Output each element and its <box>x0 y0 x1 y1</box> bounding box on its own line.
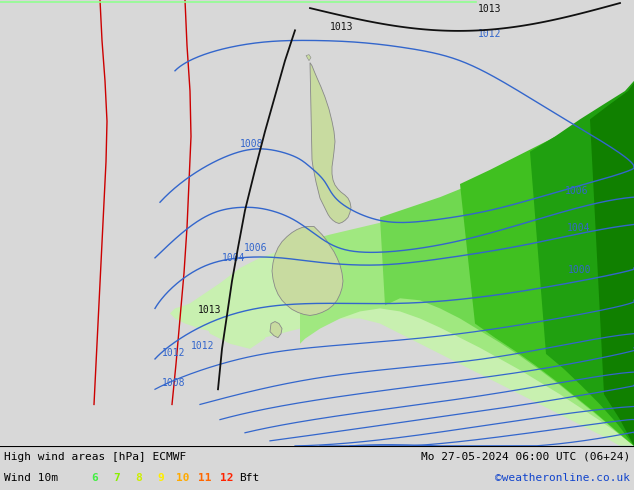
Text: High wind areas [hPa] ECMWF: High wind areas [hPa] ECMWF <box>4 452 186 462</box>
Text: 1013: 1013 <box>198 305 221 316</box>
Text: 1004: 1004 <box>222 253 245 263</box>
Text: 1012: 1012 <box>162 348 186 358</box>
Text: 10: 10 <box>176 473 190 483</box>
Polygon shape <box>460 96 634 446</box>
Text: Mo 27-05-2024 06:00 UTC (06+24): Mo 27-05-2024 06:00 UTC (06+24) <box>421 452 630 462</box>
Text: Wind 10m: Wind 10m <box>4 473 58 483</box>
Text: 1004: 1004 <box>567 222 590 233</box>
Polygon shape <box>200 288 270 349</box>
Text: 1012: 1012 <box>190 341 214 351</box>
Text: 1006: 1006 <box>564 186 588 196</box>
Text: 1012: 1012 <box>478 29 501 39</box>
Polygon shape <box>590 83 634 446</box>
Text: 1013: 1013 <box>478 4 501 14</box>
Polygon shape <box>272 226 343 316</box>
Polygon shape <box>310 63 351 223</box>
Polygon shape <box>380 109 634 446</box>
Polygon shape <box>170 147 634 446</box>
Text: 11: 11 <box>198 473 212 483</box>
Text: 7: 7 <box>113 473 120 483</box>
Text: 12: 12 <box>220 473 234 483</box>
Text: 9: 9 <box>158 473 164 483</box>
Text: 1008: 1008 <box>162 378 186 388</box>
Text: ©weatheronline.co.uk: ©weatheronline.co.uk <box>495 473 630 483</box>
Text: 1006: 1006 <box>244 243 268 253</box>
Polygon shape <box>530 81 634 446</box>
Polygon shape <box>300 131 634 446</box>
Text: 1000: 1000 <box>567 265 591 275</box>
Text: 6: 6 <box>92 473 98 483</box>
Text: 8: 8 <box>136 473 143 483</box>
Text: 1013: 1013 <box>330 22 354 32</box>
Text: Bft: Bft <box>239 473 259 483</box>
Text: 1008: 1008 <box>240 139 264 148</box>
Polygon shape <box>306 54 311 61</box>
Polygon shape <box>270 321 282 338</box>
